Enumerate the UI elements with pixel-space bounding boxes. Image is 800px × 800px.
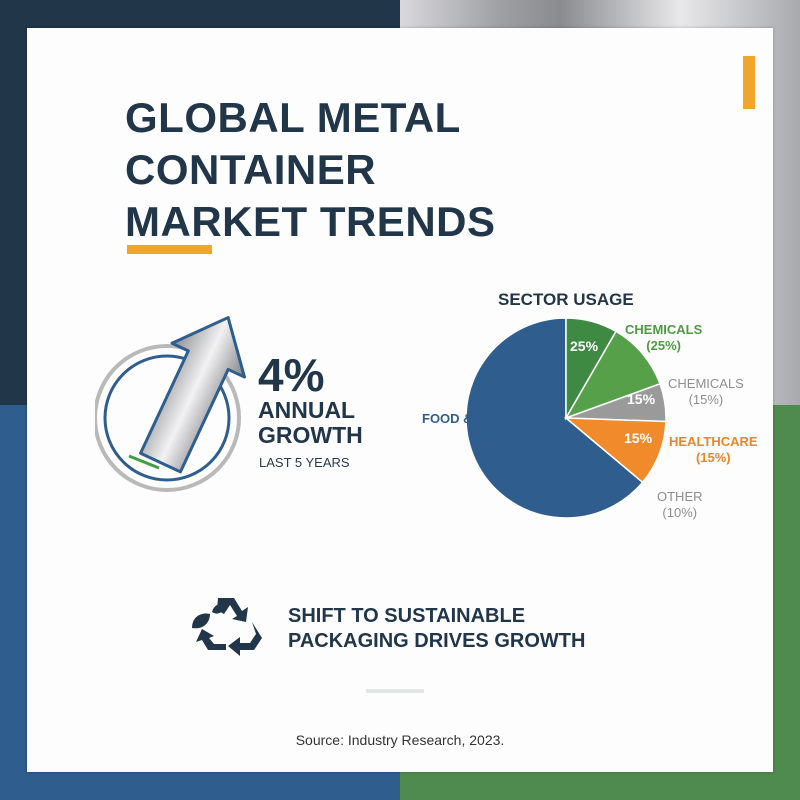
sustainability-line-2: PACKAGING DRIVES GROWTH [288,630,586,652]
pie-label-food-name: FOOD & BEVERAGE [422,411,550,426]
growth-label: ANNUAL GROWTH [258,398,363,448]
growth-period: LAST 5 YEARS [259,455,350,470]
upward-arrow-icon [95,316,246,492]
page-title: GLOBAL METAL CONTAINER MARKET TRENDS [125,92,496,248]
pie-slice-chemicals-25b [564,330,661,420]
pie-label-chemicals-15: CHEMICALS (15%) [668,376,744,408]
pie-label-chem1-pct: (25%) [646,338,681,353]
pie-label-health-pct: (15%) [695,450,731,465]
title-line-2: CONTAINER [125,146,377,193]
pie-label-food-pct: (50%) [468,427,503,442]
title-line-1: GLOBAL METAL [125,94,461,141]
pie-slice-healthcare [563,417,667,484]
source-citation: Source: Industry Research, 2023. [295,732,505,748]
pie-label-health-name: HEALTHCARE [669,434,758,449]
pie-slice-food-beverage [465,317,644,519]
pie-label-food-beverage: FOOD & BEVERAGE (50%) [422,411,549,443]
pie-label-chemicals-25: CHEMICALS (25%) [625,322,702,354]
pie-label-other-pct: (10%) [662,505,698,520]
title-line-3: MARKET TRENDS [125,198,496,245]
pie-label-chem1-name: CHEMICALS [625,322,703,337]
pie-label-other: OTHER (10%) [657,489,703,521]
sustainability-line-1: SHIFT TO SUSTAINABLE [288,605,526,627]
pie-label-healthcare: HEALTHCARE (15%) [669,434,758,466]
pie-chart [465,317,667,519]
pie-label-other-name: OTHER [657,489,703,504]
recycle-leaf-icon [192,598,262,656]
pie-inner-label-15b: 15% [624,430,653,446]
pie-chart-title: SECTOR USAGE [498,290,634,309]
title-underline [127,245,212,254]
pie-label-chem2-name: CHEMICALS [668,376,744,391]
pie-inner-label-15a: 15% [627,391,656,407]
growth-label-line-1: ANNUAL [258,397,356,423]
pie-label-chem2-pct: (15%) [688,392,724,407]
growth-label-line-2: GROWTH [258,422,363,448]
accent-bar-vertical [743,56,755,109]
growth-value: 4% [258,349,325,401]
divider [366,689,424,693]
sustainability-message: SHIFT TO SUSTAINABLE PACKAGING DRIVES GR… [288,604,585,654]
pie-inner-label-25: 25% [570,338,599,354]
